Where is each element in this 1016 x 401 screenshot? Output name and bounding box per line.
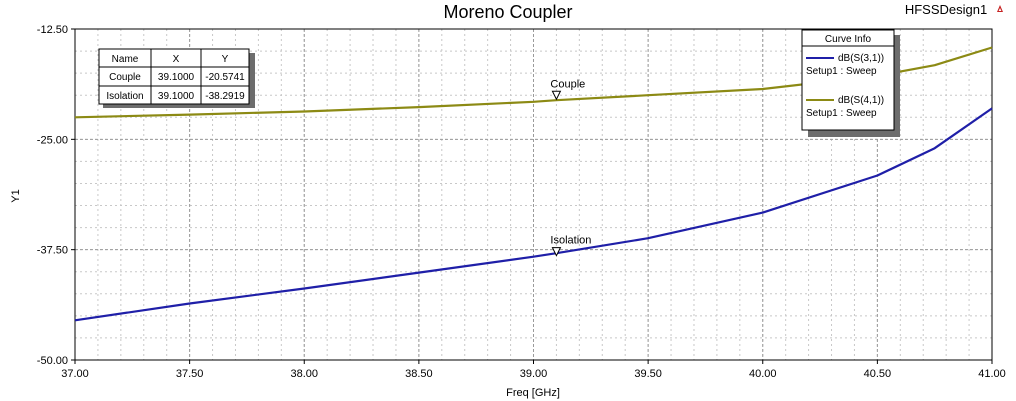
- table-header-y: Y: [222, 54, 229, 65]
- y-axis: -12.50 -25.00 -37.50 -50.00: [37, 24, 75, 367]
- y-tick-label: -37.50: [37, 245, 68, 257]
- legend-item-s31[interactable]: dB(S(3,1)) Setup1 : Sweep: [806, 53, 884, 77]
- y-tick-label: -25.00: [37, 134, 68, 146]
- curve-info-title: Curve Info: [825, 34, 872, 45]
- x-tick-label: 40.00: [749, 368, 777, 380]
- marker-label: Isolation: [550, 235, 591, 247]
- marker-isolation[interactable]: Isolation: [550, 235, 591, 257]
- curve-info-legend[interactable]: Curve Info dB(S(3,1)) Setup1 : Sweep dB(…: [801, 29, 900, 137]
- marker-table[interactable]: Name X Y Couple 39.1000 -20.5741 Isolati…: [98, 48, 255, 108]
- table-cell: 39.1000: [158, 91, 195, 102]
- markers: Couple Isolation: [550, 78, 591, 257]
- legend-label: dB(S(4,1)): [838, 95, 884, 106]
- legend-item-s41[interactable]: dB(S(4,1)) Setup1 : Sweep: [806, 95, 884, 119]
- legend-sublabel: Setup1 : Sweep: [806, 108, 877, 119]
- table-cell: 39.1000: [158, 72, 195, 83]
- y-tick-label: -12.50: [37, 24, 68, 36]
- table-cell: -20.5741: [205, 72, 245, 83]
- table-cell: Isolation: [106, 91, 143, 102]
- x-tick-label: 39.50: [634, 368, 662, 380]
- marker-label: Couple: [550, 78, 585, 90]
- table-cell: Couple: [109, 72, 141, 83]
- x-tick-label: 38.50: [405, 368, 433, 380]
- y-axis-label: Y1: [10, 189, 22, 202]
- x-axis: 37.00 37.50 38.00 38.50 39.00 39.50 40.00 40.50…: [61, 360, 1006, 380]
- ansys-logo-icon: [997, 5, 1003, 12]
- x-tick-label: 37.50: [176, 368, 204, 380]
- x-tick-label: 38.00: [290, 368, 318, 380]
- marker-triangle-icon: [551, 247, 562, 257]
- x-tick-label: 41.00: [978, 368, 1006, 380]
- x-tick-label: 39.00: [520, 368, 548, 380]
- legend-sublabel: Setup1 : Sweep: [806, 66, 877, 77]
- design-name: HFSSDesign1: [905, 2, 987, 17]
- x-tick-label: 40.50: [864, 368, 892, 380]
- table-cell: -38.2919: [205, 91, 245, 102]
- table-header-name: Name: [112, 54, 139, 65]
- legend-label: dB(S(3,1)): [838, 53, 884, 64]
- marker-triangle-icon: [551, 90, 562, 101]
- y-tick-label: -50.00: [37, 355, 68, 367]
- chart-title: Moreno Coupler: [443, 2, 572, 22]
- x-tick-label: 37.00: [61, 368, 89, 380]
- marker-couple[interactable]: Couple: [550, 78, 585, 101]
- table-header-x: X: [173, 54, 180, 65]
- x-axis-label: Freq [GHz]: [506, 387, 560, 399]
